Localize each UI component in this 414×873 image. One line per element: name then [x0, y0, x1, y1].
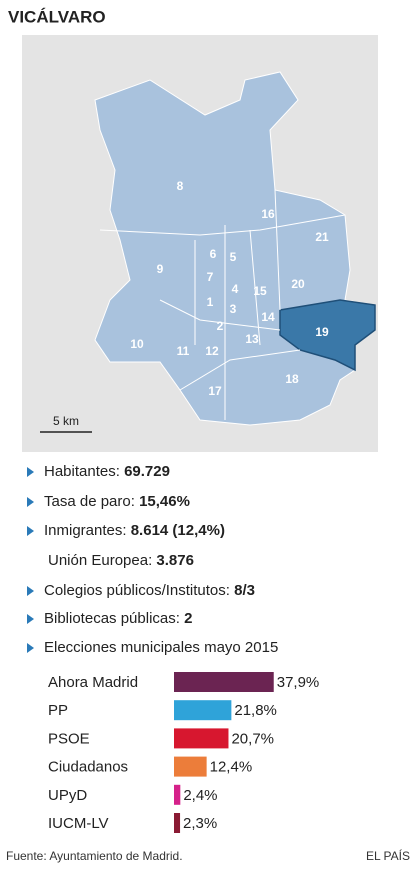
district-label: 2 — [217, 319, 224, 333]
district-label: 17 — [208, 384, 222, 398]
title: VICÁLVARO — [8, 7, 106, 26]
stat-value: 15,46% — [139, 493, 190, 510]
district-label: 13 — [245, 332, 259, 346]
bar — [174, 728, 229, 749]
bullet — [27, 526, 34, 536]
category-label: PP — [48, 702, 68, 719]
category-label: Ciudadanos — [48, 759, 128, 776]
bar — [174, 813, 181, 833]
category-label: Ahora Madrid — [48, 674, 138, 691]
stat-label: Unión Europea: — [48, 552, 152, 569]
stat-value: 8/3 — [234, 582, 255, 599]
scale-label: 5 km — [53, 414, 79, 428]
district-label: 11 — [177, 344, 190, 358]
district-label: 16 — [261, 207, 275, 221]
bar — [174, 784, 181, 805]
category-label: IUCM-LV — [48, 815, 109, 832]
stat-value: 8.614 (12,4%) — [131, 522, 225, 539]
bullet — [27, 497, 34, 507]
stat-line: Inmigrantes: 8.614 (12,4%) — [44, 522, 225, 539]
stat-label: Habitantes: — [44, 463, 120, 480]
district-label: 10 — [130, 337, 144, 351]
stat-line: Unión Europea: 3.876 — [48, 552, 194, 569]
brand: EL PAÍS — [366, 848, 410, 863]
bar — [174, 672, 274, 692]
bar — [174, 700, 232, 721]
district-label: 12 — [205, 344, 219, 358]
category-label: UPyD — [48, 787, 87, 804]
district-label: 8 — [177, 179, 184, 193]
district-label: 19 — [315, 325, 329, 339]
stat-label: Colegios públicos/Institutos: — [44, 582, 230, 599]
district-label: 14 — [261, 310, 275, 324]
stat-value: 2 — [184, 610, 192, 627]
district-label: 7 — [207, 270, 214, 284]
stat-line: Bibliotecas públicas: 2 — [44, 610, 192, 627]
district-label: 4 — [232, 282, 239, 296]
value-label: 20,7% — [231, 730, 274, 747]
stat-label: Bibliotecas públicas: — [44, 610, 180, 627]
stat-label: Inmigrantes: — [44, 522, 127, 539]
district-borders — [99, 189, 346, 420]
source: Fuente: Ayuntamiento de Madrid. — [6, 849, 183, 863]
stat-value: 69.729 — [124, 463, 170, 480]
value-label: 37,9% — [277, 674, 320, 691]
vicalvaro-district — [279, 299, 376, 372]
value-label: 21,8% — [234, 702, 277, 719]
value-label: 2,3% — [183, 815, 217, 832]
stat-label: Elecciones municipales mayo 2015 — [44, 639, 278, 656]
district-label: 3 — [230, 302, 237, 316]
stat-line: Tasa de paro: 15,46% — [44, 493, 190, 510]
stat-line: Colegios públicos/Institutos: 8/3 — [44, 582, 255, 599]
district-label: 20 — [291, 277, 305, 291]
district-label: 18 — [285, 372, 299, 386]
value-label: 12,4% — [210, 759, 253, 776]
stat-line: Habitantes: 69.729 — [44, 463, 170, 480]
bullet — [27, 643, 34, 653]
category-label: PSOE — [48, 730, 90, 747]
bullet — [27, 586, 34, 596]
bullet — [27, 467, 34, 477]
stat-line: Elecciones municipales mayo 2015 — [44, 639, 278, 656]
district-label: 15 — [253, 284, 267, 298]
district-label: 1 — [207, 295, 214, 309]
stat-value: 3.876 — [156, 552, 194, 569]
district-label: 9 — [157, 262, 164, 276]
stat-label: Tasa de paro: — [44, 493, 135, 510]
district-label: 21 — [315, 230, 329, 244]
bullet — [27, 614, 34, 624]
district-label: 5 — [230, 250, 237, 264]
value-label: 2,4% — [183, 787, 217, 804]
bar — [174, 756, 207, 777]
district-label: 6 — [210, 247, 217, 261]
